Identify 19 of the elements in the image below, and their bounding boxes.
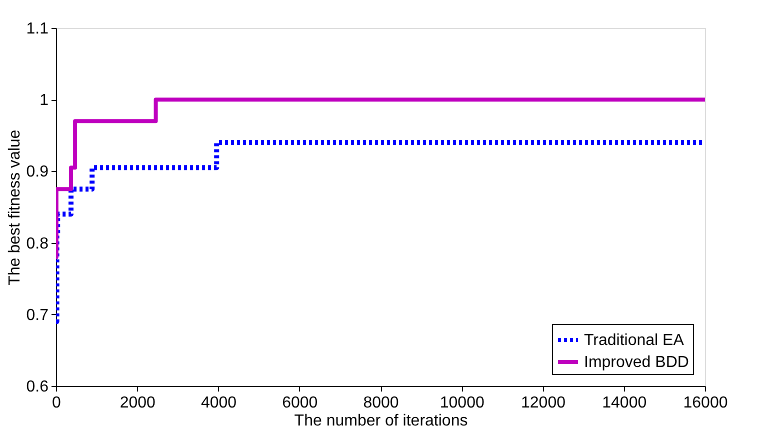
x-tick-label: 14000 bbox=[602, 394, 647, 412]
y-tick-label: 1 bbox=[40, 92, 49, 110]
legend-label: Traditional EA bbox=[584, 332, 684, 349]
x-tick-label: 0 bbox=[52, 394, 62, 412]
x-tick-label: 2000 bbox=[120, 394, 156, 412]
y-tick-label: 0.9 bbox=[26, 164, 49, 181]
y-tick-label: 0.7 bbox=[26, 306, 49, 324]
y-tick-label: 0.8 bbox=[26, 235, 49, 252]
x-tick-label: 12000 bbox=[521, 394, 566, 412]
x-tick-label: 4000 bbox=[200, 394, 237, 412]
x-tick-label: 16000 bbox=[683, 394, 728, 412]
y-tick-label: 1.1 bbox=[26, 20, 49, 38]
x-tick-label: 10000 bbox=[440, 394, 484, 412]
y-tick-label: 0.6 bbox=[26, 378, 49, 396]
y-axis-title: The best fitness value bbox=[6, 130, 24, 286]
x-axis-title: The number of iterations bbox=[294, 412, 468, 428]
x-tick-label: 8000 bbox=[363, 394, 399, 412]
x-tick-label: 6000 bbox=[282, 394, 318, 412]
legend-label: Improved BDD bbox=[584, 354, 689, 371]
